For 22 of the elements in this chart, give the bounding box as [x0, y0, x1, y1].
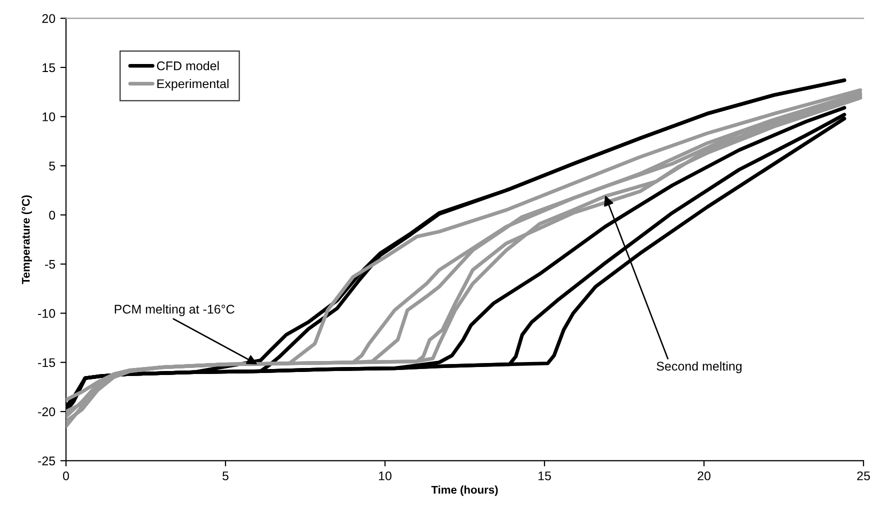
legend-label: Experimental	[157, 78, 228, 91]
x-tick-label: 0	[63, 471, 69, 480]
annotation: PCM melting at -16°C	[114, 304, 234, 316]
x-axis-title: Time (hours)	[431, 486, 498, 496]
y-axis-title: Temperature (°C)	[22, 195, 32, 284]
y-tick-label: 5	[49, 162, 56, 170]
y-tick-label: -5	[45, 260, 56, 269]
y-tick-label: 0	[49, 210, 56, 220]
x-tick-label: 15	[538, 472, 551, 480]
x-tick-label: 20	[698, 471, 710, 480]
y-tick-label: -15	[38, 358, 56, 368]
x-tick-label: 25	[857, 471, 870, 480]
y-tick-label: -20	[38, 407, 56, 416]
y-tick-label: 20	[42, 14, 56, 23]
y-tick-label: 10	[42, 112, 56, 122]
y-tick-label: 15	[42, 63, 56, 72]
x-tick-label: 5	[222, 472, 228, 480]
y-tick-label: -10	[38, 309, 56, 318]
y-tick-label: -25	[38, 456, 56, 466]
annotation: Second melting	[656, 361, 742, 374]
legend-label: CFD model	[156, 61, 219, 70]
x-tick-label: 10	[379, 471, 392, 480]
